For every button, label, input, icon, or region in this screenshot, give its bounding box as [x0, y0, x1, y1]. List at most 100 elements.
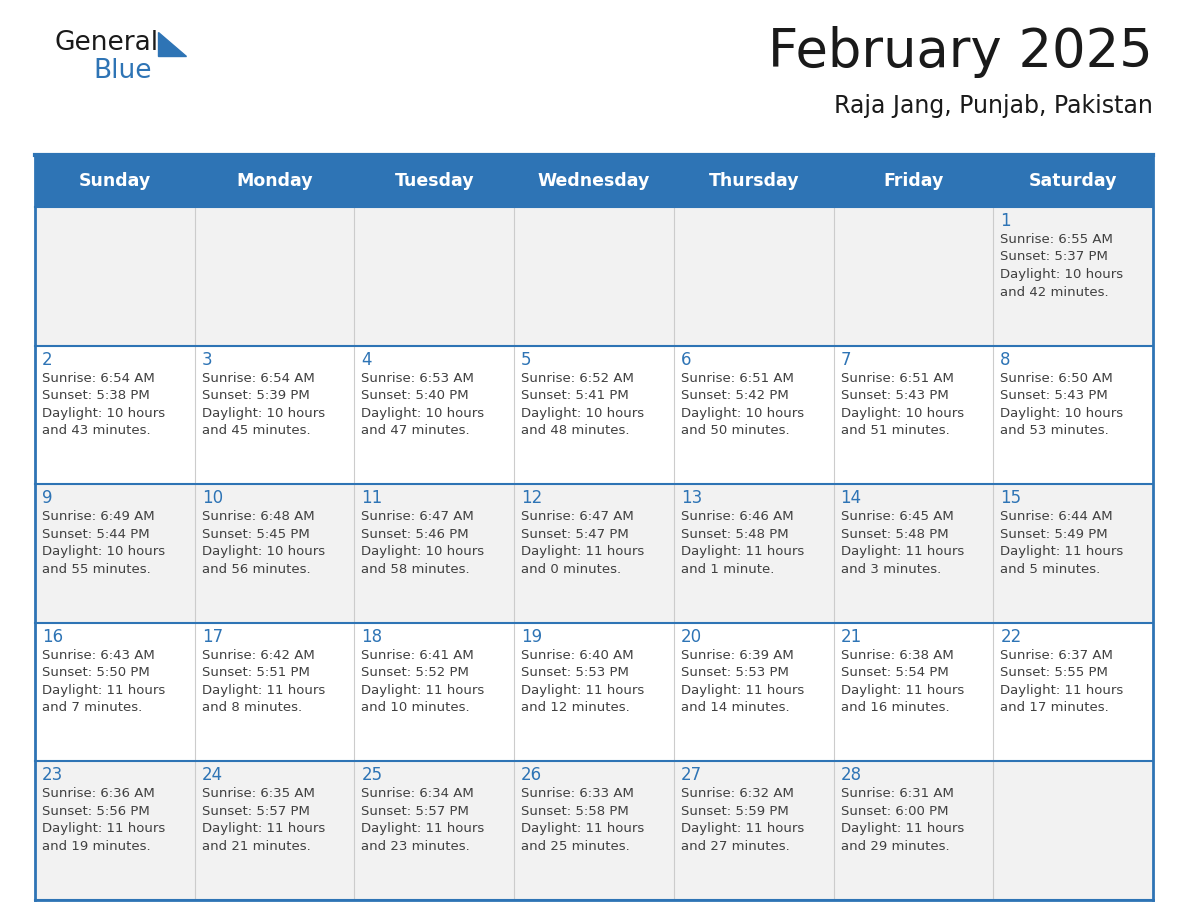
- Text: Sunrise: 6:49 AM
Sunset: 5:44 PM
Daylight: 10 hours
and 55 minutes.: Sunrise: 6:49 AM Sunset: 5:44 PM Dayligh…: [42, 510, 165, 576]
- Text: Sunrise: 6:54 AM
Sunset: 5:39 PM
Daylight: 10 hours
and 45 minutes.: Sunrise: 6:54 AM Sunset: 5:39 PM Dayligh…: [202, 372, 324, 437]
- Bar: [834, 207, 993, 345]
- Text: Tuesday: Tuesday: [394, 172, 474, 190]
- Bar: [354, 484, 514, 622]
- Bar: [34, 345, 195, 484]
- Bar: [993, 622, 1154, 761]
- Text: Sunrise: 6:51 AM
Sunset: 5:42 PM
Daylight: 10 hours
and 50 minutes.: Sunrise: 6:51 AM Sunset: 5:42 PM Dayligh…: [681, 372, 804, 437]
- Text: Friday: Friday: [883, 172, 943, 190]
- Text: 18: 18: [361, 628, 383, 645]
- Text: 27: 27: [681, 767, 702, 784]
- Text: Sunrise: 6:47 AM
Sunset: 5:46 PM
Daylight: 10 hours
and 58 minutes.: Sunrise: 6:47 AM Sunset: 5:46 PM Dayligh…: [361, 510, 485, 576]
- Text: Sunrise: 6:34 AM
Sunset: 5:57 PM
Daylight: 11 hours
and 23 minutes.: Sunrise: 6:34 AM Sunset: 5:57 PM Dayligh…: [361, 788, 485, 853]
- Text: Sunrise: 6:47 AM
Sunset: 5:47 PM
Daylight: 11 hours
and 0 minutes.: Sunrise: 6:47 AM Sunset: 5:47 PM Dayligh…: [522, 510, 644, 576]
- Bar: [674, 622, 834, 761]
- Text: Sunrise: 6:35 AM
Sunset: 5:57 PM
Daylight: 11 hours
and 21 minutes.: Sunrise: 6:35 AM Sunset: 5:57 PM Dayligh…: [202, 788, 326, 853]
- Text: Sunrise: 6:37 AM
Sunset: 5:55 PM
Daylight: 11 hours
and 17 minutes.: Sunrise: 6:37 AM Sunset: 5:55 PM Dayligh…: [1000, 649, 1124, 714]
- Bar: [354, 622, 514, 761]
- Text: Sunrise: 6:38 AM
Sunset: 5:54 PM
Daylight: 11 hours
and 16 minutes.: Sunrise: 6:38 AM Sunset: 5:54 PM Dayligh…: [841, 649, 963, 714]
- Text: 12: 12: [522, 489, 543, 508]
- Text: 17: 17: [202, 628, 223, 645]
- Text: Sunrise: 6:32 AM
Sunset: 5:59 PM
Daylight: 11 hours
and 27 minutes.: Sunrise: 6:32 AM Sunset: 5:59 PM Dayligh…: [681, 788, 804, 853]
- Bar: [674, 155, 834, 207]
- Text: 26: 26: [522, 767, 542, 784]
- Bar: [195, 484, 354, 622]
- Text: Sunrise: 6:45 AM
Sunset: 5:48 PM
Daylight: 11 hours
and 3 minutes.: Sunrise: 6:45 AM Sunset: 5:48 PM Dayligh…: [841, 510, 963, 576]
- Bar: [34, 484, 195, 622]
- Text: 4: 4: [361, 351, 372, 369]
- Bar: [34, 622, 195, 761]
- Bar: [514, 207, 674, 345]
- Bar: [34, 761, 195, 900]
- Text: Sunrise: 6:33 AM
Sunset: 5:58 PM
Daylight: 11 hours
and 25 minutes.: Sunrise: 6:33 AM Sunset: 5:58 PM Dayligh…: [522, 788, 644, 853]
- Text: 13: 13: [681, 489, 702, 508]
- Text: Monday: Monday: [236, 172, 312, 190]
- Bar: [354, 345, 514, 484]
- Bar: [354, 761, 514, 900]
- Text: 25: 25: [361, 767, 383, 784]
- Bar: [834, 484, 993, 622]
- Bar: [834, 761, 993, 900]
- Text: Saturday: Saturday: [1029, 172, 1118, 190]
- Text: 3: 3: [202, 351, 213, 369]
- Text: 22: 22: [1000, 628, 1022, 645]
- Text: Sunrise: 6:53 AM
Sunset: 5:40 PM
Daylight: 10 hours
and 47 minutes.: Sunrise: 6:53 AM Sunset: 5:40 PM Dayligh…: [361, 372, 485, 437]
- Text: 19: 19: [522, 628, 542, 645]
- Bar: [993, 761, 1154, 900]
- Text: Sunrise: 6:52 AM
Sunset: 5:41 PM
Daylight: 10 hours
and 48 minutes.: Sunrise: 6:52 AM Sunset: 5:41 PM Dayligh…: [522, 372, 644, 437]
- Text: Sunrise: 6:41 AM
Sunset: 5:52 PM
Daylight: 11 hours
and 10 minutes.: Sunrise: 6:41 AM Sunset: 5:52 PM Dayligh…: [361, 649, 485, 714]
- Bar: [834, 155, 993, 207]
- Text: 11: 11: [361, 489, 383, 508]
- Bar: [354, 207, 514, 345]
- Bar: [674, 345, 834, 484]
- Text: Sunrise: 6:42 AM
Sunset: 5:51 PM
Daylight: 11 hours
and 8 minutes.: Sunrise: 6:42 AM Sunset: 5:51 PM Dayligh…: [202, 649, 326, 714]
- Text: Blue: Blue: [93, 58, 152, 84]
- Bar: [514, 622, 674, 761]
- Bar: [195, 761, 354, 900]
- Bar: [195, 155, 354, 207]
- Polygon shape: [158, 32, 187, 56]
- Bar: [195, 345, 354, 484]
- Text: Sunrise: 6:39 AM
Sunset: 5:53 PM
Daylight: 11 hours
and 14 minutes.: Sunrise: 6:39 AM Sunset: 5:53 PM Dayligh…: [681, 649, 804, 714]
- Text: Sunrise: 6:36 AM
Sunset: 5:56 PM
Daylight: 11 hours
and 19 minutes.: Sunrise: 6:36 AM Sunset: 5:56 PM Dayligh…: [42, 788, 165, 853]
- Bar: [993, 207, 1154, 345]
- Text: Raja Jang, Punjab, Pakistan: Raja Jang, Punjab, Pakistan: [834, 94, 1154, 118]
- Text: 14: 14: [841, 489, 861, 508]
- Text: Sunrise: 6:54 AM
Sunset: 5:38 PM
Daylight: 10 hours
and 43 minutes.: Sunrise: 6:54 AM Sunset: 5:38 PM Dayligh…: [42, 372, 165, 437]
- Text: Sunrise: 6:43 AM
Sunset: 5:50 PM
Daylight: 11 hours
and 7 minutes.: Sunrise: 6:43 AM Sunset: 5:50 PM Dayligh…: [42, 649, 165, 714]
- Text: Sunday: Sunday: [78, 172, 151, 190]
- Text: 15: 15: [1000, 489, 1022, 508]
- Bar: [195, 207, 354, 345]
- Text: 1: 1: [1000, 212, 1011, 230]
- Text: Sunrise: 6:31 AM
Sunset: 6:00 PM
Daylight: 11 hours
and 29 minutes.: Sunrise: 6:31 AM Sunset: 6:00 PM Dayligh…: [841, 788, 963, 853]
- Text: Sunrise: 6:48 AM
Sunset: 5:45 PM
Daylight: 10 hours
and 56 minutes.: Sunrise: 6:48 AM Sunset: 5:45 PM Dayligh…: [202, 510, 324, 576]
- Text: 2: 2: [42, 351, 52, 369]
- Text: 6: 6: [681, 351, 691, 369]
- Text: 20: 20: [681, 628, 702, 645]
- Bar: [834, 622, 993, 761]
- Text: Sunrise: 6:46 AM
Sunset: 5:48 PM
Daylight: 11 hours
and 1 minute.: Sunrise: 6:46 AM Sunset: 5:48 PM Dayligh…: [681, 510, 804, 576]
- Text: 28: 28: [841, 767, 861, 784]
- Text: General: General: [55, 30, 159, 56]
- Bar: [514, 484, 674, 622]
- Text: Sunrise: 6:44 AM
Sunset: 5:49 PM
Daylight: 11 hours
and 5 minutes.: Sunrise: 6:44 AM Sunset: 5:49 PM Dayligh…: [1000, 510, 1124, 576]
- Text: Wednesday: Wednesday: [538, 172, 650, 190]
- Text: Sunrise: 6:40 AM
Sunset: 5:53 PM
Daylight: 11 hours
and 12 minutes.: Sunrise: 6:40 AM Sunset: 5:53 PM Dayligh…: [522, 649, 644, 714]
- Text: 21: 21: [841, 628, 861, 645]
- Bar: [34, 155, 195, 207]
- Text: 5: 5: [522, 351, 532, 369]
- Text: 8: 8: [1000, 351, 1011, 369]
- Bar: [354, 155, 514, 207]
- Text: 16: 16: [42, 628, 63, 645]
- Text: 23: 23: [42, 767, 63, 784]
- Bar: [674, 484, 834, 622]
- Bar: [514, 345, 674, 484]
- Bar: [834, 345, 993, 484]
- Text: 10: 10: [202, 489, 223, 508]
- Text: 9: 9: [42, 489, 52, 508]
- Text: 24: 24: [202, 767, 223, 784]
- Bar: [993, 345, 1154, 484]
- Bar: [993, 484, 1154, 622]
- Text: 7: 7: [841, 351, 851, 369]
- Bar: [674, 207, 834, 345]
- Bar: [34, 207, 195, 345]
